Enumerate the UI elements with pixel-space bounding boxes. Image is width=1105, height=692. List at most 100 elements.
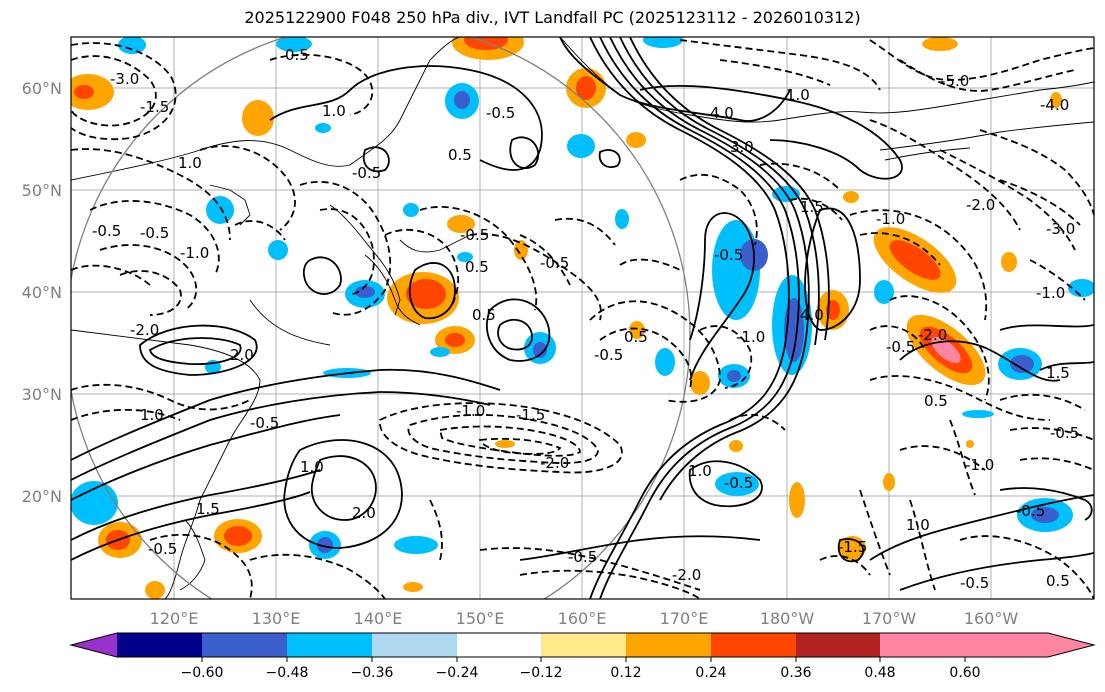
- contour-label: -0.5: [1016, 502, 1045, 520]
- colorbar-segment: [372, 633, 457, 657]
- colorbar-tick-label: −0.60: [181, 665, 224, 681]
- contour-label: -1.5: [140, 98, 169, 116]
- contour-label: 1.5: [1046, 364, 1070, 382]
- map-title: 2025122900 F048 250 hPa div., IVT Landfa…: [244, 8, 861, 27]
- colorbar-tick-label: 0.36: [780, 665, 811, 681]
- contour-label: -4.0: [1040, 96, 1069, 114]
- contour-label: 2.0: [230, 346, 254, 364]
- contour-label: -0.5: [594, 346, 623, 364]
- contour-label: 3.0: [730, 138, 754, 156]
- colorbar-segment: [541, 633, 626, 657]
- contour-label: 0.5: [465, 258, 489, 276]
- contour-label: 1.0: [140, 406, 164, 424]
- lon-tick-label: 140°E: [354, 609, 403, 628]
- contour-label: -2.0: [672, 566, 701, 584]
- colorbar-tick-label: −0.12: [520, 665, 563, 681]
- contour-label: 1.0: [322, 102, 346, 120]
- contour-label: 4.0: [710, 104, 734, 122]
- colorbar: −0.60 −0.48 −0.36 −0.24 −0.12 0.12 0.24 …: [69, 632, 1096, 681]
- contour-label: -5.0: [940, 72, 969, 90]
- colorbar-outline: [69, 632, 1096, 658]
- colorbar-segment: [117, 633, 202, 657]
- contour-label: 4.0: [800, 306, 824, 324]
- lon-tick-label: 180°W: [760, 609, 815, 628]
- lon-tick-label: 120°E: [150, 609, 199, 628]
- contour-label: -1.0: [1036, 284, 1065, 302]
- contour-label: -0.5: [352, 164, 381, 182]
- contour-label: -2.0: [130, 321, 159, 339]
- contour-label: -3.0: [110, 70, 139, 88]
- contour-label: 0.5: [924, 392, 948, 410]
- contour-label: -1.0: [456, 402, 485, 420]
- colorbar-segment: [626, 633, 711, 657]
- lon-tick-label: 160°W: [964, 609, 1019, 628]
- contour-label: 1.5: [800, 198, 824, 216]
- contour-label: 0.5: [1046, 572, 1070, 590]
- lon-tick-label: 150°E: [456, 609, 505, 628]
- lon-tick-label: 170°E: [660, 609, 709, 628]
- dashed-contours: [71, 39, 1094, 599]
- contour-label: 0.5: [624, 328, 648, 346]
- contour-label: 1.0: [178, 154, 202, 172]
- contour-label: -2.0: [918, 326, 947, 344]
- colorbar-tick-label: 0.12: [610, 665, 641, 681]
- contour-label: 1.0: [300, 458, 324, 476]
- contour-label: -0.5: [1050, 424, 1079, 442]
- latitude-labels: 60°N 50°N 40°N 30°N 20°N: [22, 79, 62, 506]
- contour-label: -0.5: [148, 540, 177, 558]
- longitude-labels: 120°E 130°E 140°E 150°E 160°E 170°E 180°…: [150, 609, 1019, 628]
- contour-labels: -0.5 -1.0 -0.5 0.5 1.0 -0.5 1.0 0.5 -0.5…: [92, 46, 1079, 592]
- contour-label: 2.0: [352, 504, 376, 522]
- contour-label: 1.5: [196, 500, 220, 518]
- colorbar-segment: [711, 633, 796, 657]
- contour-label: -0.5: [724, 474, 753, 492]
- colorbar-segment: [457, 633, 541, 657]
- contour-label: 0.5: [448, 146, 472, 164]
- contour-label: -0.5: [714, 246, 743, 264]
- map-frame: [70, 36, 1095, 600]
- contour-label: -1.0: [180, 244, 209, 262]
- colorbar-tick-label: 0.24: [695, 665, 726, 681]
- contour-label: -1.0: [965, 456, 994, 474]
- contour-label: -0.5: [92, 222, 121, 240]
- colorbar-segment: [796, 633, 880, 657]
- contour-label: -0.5: [540, 254, 569, 272]
- contour-label: -0.5: [568, 548, 597, 566]
- contour-label: -2.0: [540, 454, 569, 472]
- contour-label: -3.0: [1046, 220, 1075, 238]
- contour-label: -0.5: [486, 104, 515, 122]
- contour-label: 0.5: [285, 46, 309, 64]
- contour-label: -1.5: [838, 538, 867, 556]
- map-panel: -0.5 -1.0 -0.5 0.5 1.0 -0.5 1.0 0.5 -0.5…: [71, 37, 1094, 599]
- lon-tick-label: 160°E: [558, 609, 607, 628]
- contour-label: -2.0: [966, 196, 995, 214]
- colorbar-extend-low: [71, 633, 117, 657]
- contour-label: -1.5: [516, 406, 545, 424]
- contour-label: -1.0: [876, 210, 905, 228]
- colorbar-tick-label: −0.24: [436, 665, 479, 681]
- contour-label: 0.5: [472, 306, 496, 324]
- contour-label: 1.0: [688, 462, 712, 480]
- lat-tick-label: 30°N: [22, 385, 62, 404]
- lat-tick-label: 40°N: [22, 283, 62, 302]
- contour-label: -0.5: [250, 414, 279, 432]
- contour-label: -0.5: [960, 574, 989, 592]
- colorbar-tick-label: 0.60: [949, 665, 980, 681]
- colorbar-segment: [202, 633, 287, 657]
- lon-tick-label: 130°E: [252, 609, 301, 628]
- contour-label: -0.5: [886, 338, 915, 356]
- colorbar-tick-label: 0.48: [864, 665, 895, 681]
- lon-tick-label: 170°W: [862, 609, 917, 628]
- colorbar-tick-label: −0.48: [266, 665, 309, 681]
- coastlines: [71, 37, 1094, 599]
- contour-label: -1.0: [736, 328, 765, 346]
- lat-tick-label: 20°N: [22, 487, 62, 506]
- contour-label: -0.5: [140, 224, 169, 242]
- solid-contours: [71, 37, 1094, 599]
- colorbar-segment: [287, 633, 372, 657]
- landfall-radius-circle: [71, 37, 691, 599]
- contour-label: 1.0: [786, 86, 810, 104]
- contour-label: 1.0: [906, 516, 930, 534]
- colorbar-segment: [880, 633, 965, 657]
